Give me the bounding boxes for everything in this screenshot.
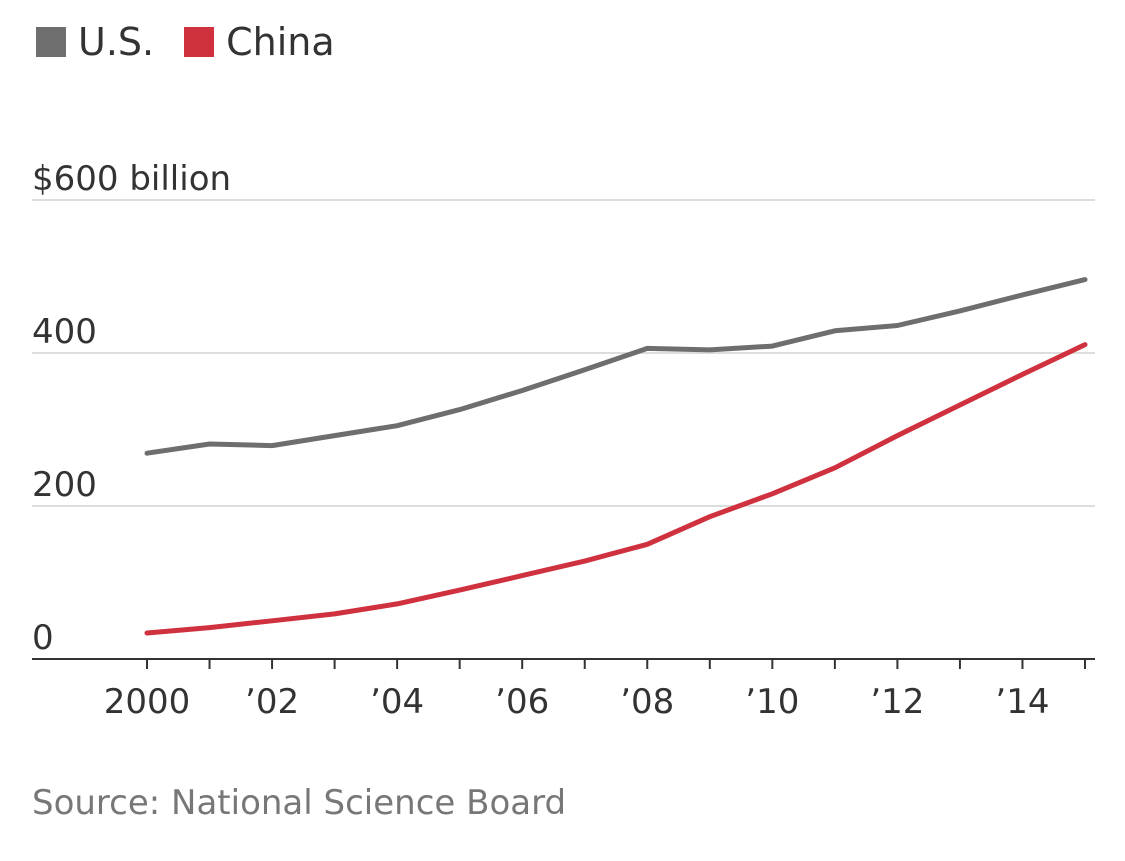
y-axis-labels: 0 200 400 $600 billion	[32, 159, 231, 658]
series-line-1	[144, 342, 1088, 636]
series-line-0	[144, 277, 1088, 456]
legend-swatch-us	[36, 27, 66, 57]
x-tick-label-2012: ’12	[870, 682, 924, 722]
x-tick-label-2014: ’14	[995, 682, 1049, 722]
chart-legend: U.S. China	[36, 20, 365, 64]
series-lines	[144, 277, 1088, 636]
legend-item-china: China	[184, 20, 335, 64]
grid-lines	[32, 199, 1095, 507]
x-tick-label-2002: ’02	[245, 682, 299, 722]
x-tick-label-2000: 2000	[104, 682, 191, 722]
y-tick-label-200: 200	[32, 465, 97, 505]
legend-swatch-china	[184, 27, 215, 57]
y-tick-label-600: $600 billion	[32, 159, 231, 199]
x-tick-label-2010: ’10	[745, 682, 799, 722]
x-tick-label-2004: ’04	[370, 682, 424, 722]
legend-label-us: U.S.	[78, 20, 155, 64]
x-tick-label-2006: ’06	[495, 682, 549, 722]
x-axis: 2000 ’02 ’04 ’06 ’08 ’10 ’12 ’14	[32, 658, 1095, 722]
legend-item-us: U.S.	[36, 20, 154, 64]
x-tick-label-2008: ’08	[620, 682, 674, 722]
legend-label-china: China	[226, 20, 335, 64]
y-tick-label-400: 400	[32, 312, 97, 352]
source-note: Source: National Science Board	[32, 783, 567, 823]
y-tick-label-0: 0	[32, 618, 54, 658]
